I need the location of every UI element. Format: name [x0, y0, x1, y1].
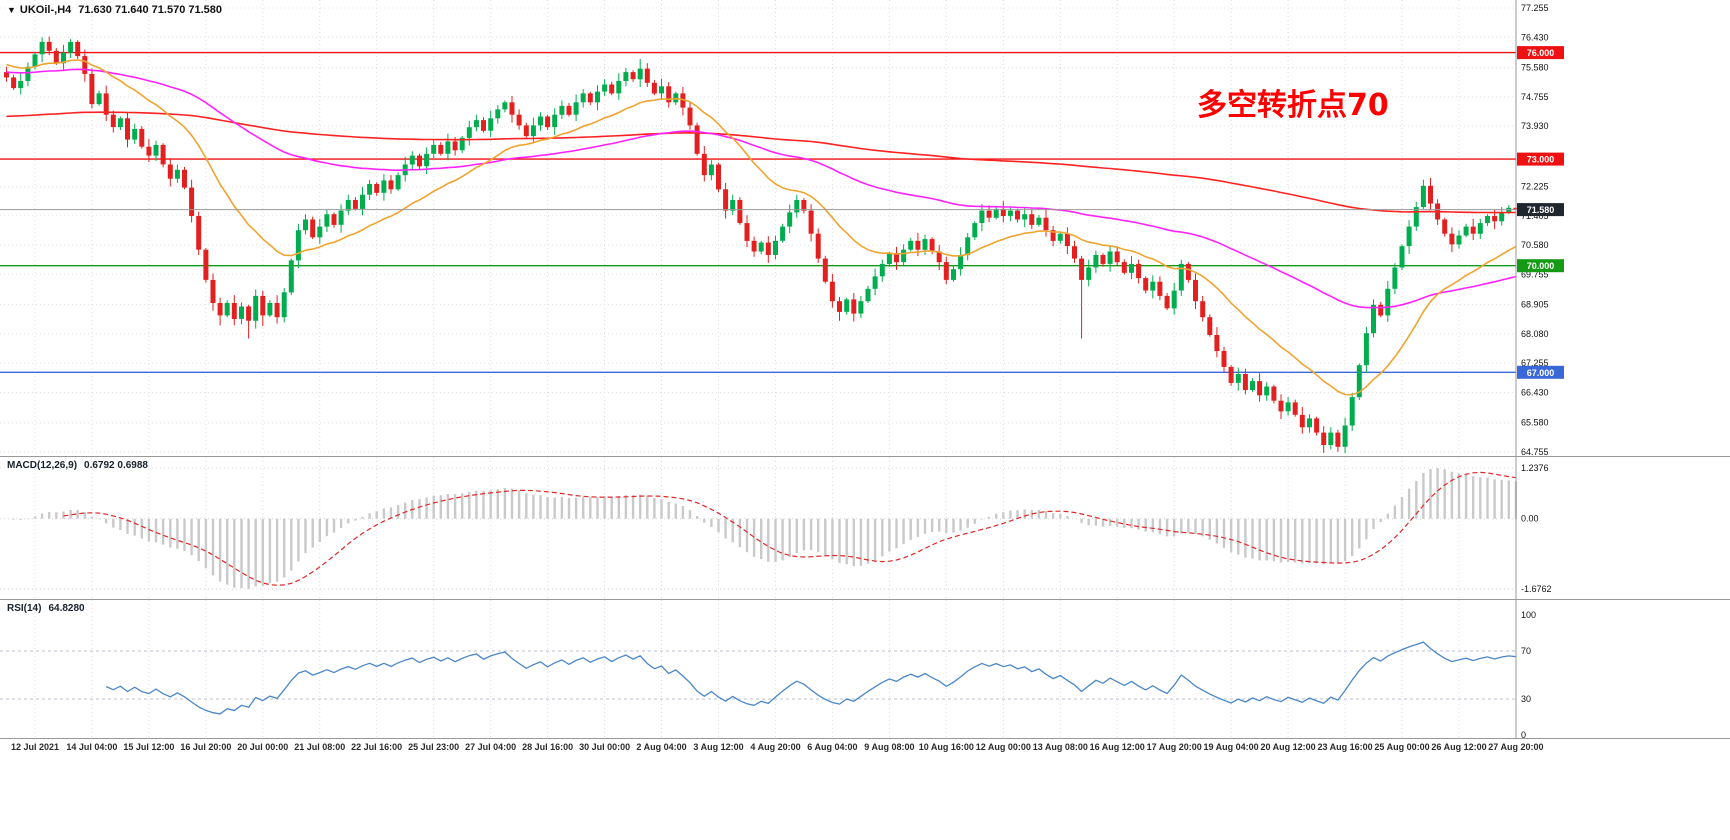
time-label: 15 Jul 12:00 [123, 742, 175, 752]
svg-text:0: 0 [1521, 730, 1526, 739]
svg-text:68.080: 68.080 [1521, 329, 1549, 339]
ma-fast-line [6, 59, 1517, 396]
price-chart-canvas[interactable]: 77.25576.43075.58074.75573.93072.22571.4… [0, 0, 1730, 458]
time-label: 13 Aug 08:00 [1032, 742, 1088, 752]
svg-text:69.755: 69.755 [1521, 269, 1549, 279]
time-label: 12 Jul 2021 [10, 742, 60, 752]
macd-label: MACD(12,26,9) 0.6792 0.6988 [7, 460, 148, 471]
svg-text:73.930: 73.930 [1521, 121, 1549, 131]
time-label: 20 Aug 12:00 [1260, 742, 1316, 752]
macd-axis[interactable]: 1.2376 0.00 -1.6762 [1521, 463, 1552, 594]
time-label: 20 Jul 00:00 [237, 742, 289, 752]
svg-text:64.755: 64.755 [1521, 447, 1549, 457]
time-label: 3 Aug 12:00 [693, 742, 744, 752]
macd-signal-line [63, 471, 1516, 586]
time-axis[interactable]: 12 Jul 2021 14 Jul 04:00 15 Jul 12:00 16 Ju… [0, 739, 1730, 765]
time-label: 9 Aug 08:00 [864, 742, 915, 752]
time-label: 16 Jul 20:00 [180, 742, 232, 752]
time-label: 23 Aug 16:00 [1317, 742, 1373, 752]
rsi-label: RSI(14) 64.8280 [7, 603, 85, 614]
svg-text:75.580: 75.580 [1521, 63, 1549, 73]
time-label: 28 Jul 16:00 [522, 742, 574, 752]
svg-text:-1.6762: -1.6762 [1521, 584, 1552, 594]
svg-text:70.000: 70.000 [1527, 261, 1555, 271]
candles [4, 36, 1519, 454]
time-label: 21 Jul 08:00 [294, 742, 346, 752]
symbol-triangle-icon: ▼ [7, 5, 16, 15]
macd-panel: 1.2376 0.00 -1.6762 MACD(12,26,9) 0.6792 0.… [0, 457, 1730, 600]
svg-text:74.755: 74.755 [1521, 92, 1549, 102]
svg-text:71.580: 71.580 [1527, 205, 1555, 215]
rsi-axis[interactable]: 100 70 30 0 [1521, 610, 1536, 739]
price-axis[interactable]: 77.25576.43075.58074.75573.93072.22571.4… [1517, 3, 1564, 457]
svg-text:70: 70 [1521, 646, 1531, 656]
rsi-values: 64.8280 [48, 603, 85, 614]
svg-text:76.000: 76.000 [1527, 48, 1555, 58]
time-label: 30 Jul 00:00 [579, 742, 631, 752]
rsi-grid [0, 600, 1517, 739]
main-chart-panel: 77.25576.43075.58074.75573.93072.22571.4… [0, 0, 1730, 458]
macd-canvas[interactable]: 1.2376 0.00 -1.6762 [0, 457, 1730, 600]
ma-medium-line [6, 68, 1517, 309]
ohlc-values: 71.630 71.640 71.570 71.580 [78, 4, 223, 16]
time-label: 12 Aug 00:00 [975, 742, 1031, 752]
time-label: 2 Aug 04:00 [636, 742, 687, 752]
svg-text:0.00: 0.00 [1521, 514, 1539, 524]
svg-text:67.000: 67.000 [1527, 368, 1555, 378]
time-label: 16 Aug 12:00 [1089, 742, 1145, 752]
time-label: 10 Aug 16:00 [918, 742, 974, 752]
svg-text:65.580: 65.580 [1521, 418, 1549, 428]
macd-values: 0.6792 0.6988 [84, 460, 148, 471]
svg-text:72.225: 72.225 [1521, 182, 1549, 192]
rsi-canvas[interactable]: 100 70 30 0 [0, 600, 1730, 739]
time-label: 4 Aug 20:00 [750, 742, 801, 752]
macd-name: MACD(12,26,9) [7, 460, 78, 471]
time-label: 17 Aug 20:00 [1146, 742, 1202, 752]
time-label: 22 Jul 16:00 [351, 742, 403, 752]
time-label: 26 Aug 12:00 [1431, 742, 1487, 752]
time-label: 6 Aug 04:00 [807, 742, 858, 752]
symbol-ohlc-label: ▼ UKOil-,H4 71.630 71.640 71.570 71.580 [7, 4, 222, 16]
svg-text:77.255: 77.255 [1521, 3, 1549, 13]
time-label: 25 Jul 23:00 [408, 742, 460, 752]
macd-grid [0, 457, 1517, 600]
rsi-name: RSI(14) [7, 603, 42, 614]
time-label: 27 Aug 20:00 [1488, 742, 1544, 752]
svg-text:70.580: 70.580 [1521, 240, 1549, 250]
price-levels [0, 51, 1516, 373]
time-label: 19 Aug 04:00 [1203, 742, 1259, 752]
svg-text:1.2376: 1.2376 [1521, 463, 1549, 473]
svg-text:100: 100 [1521, 610, 1536, 620]
macd-histogram [12, 468, 1518, 589]
symbol-name: UKOil-,H4 [19, 4, 72, 16]
rsi-panel: 100 70 30 0 RSI(14) 64.8280 [0, 600, 1730, 739]
main-grid [0, 0, 1517, 453]
svg-text:30: 30 [1521, 694, 1531, 704]
time-label: 27 Jul 04:00 [465, 742, 517, 752]
svg-text:76.430: 76.430 [1521, 32, 1549, 42]
time-label: 25 Aug 00:00 [1374, 742, 1430, 752]
annotation-text: 多空转折点70 [1197, 88, 1389, 123]
svg-text:66.430: 66.430 [1521, 388, 1549, 398]
svg-text:68.905: 68.905 [1521, 300, 1549, 310]
time-label: 14 Jul 04:00 [66, 742, 118, 752]
ma-slow-line [6, 111, 1516, 214]
rsi-line [105, 641, 1516, 715]
svg-text:67.255: 67.255 [1521, 358, 1549, 368]
svg-text:73.000: 73.000 [1527, 155, 1555, 165]
